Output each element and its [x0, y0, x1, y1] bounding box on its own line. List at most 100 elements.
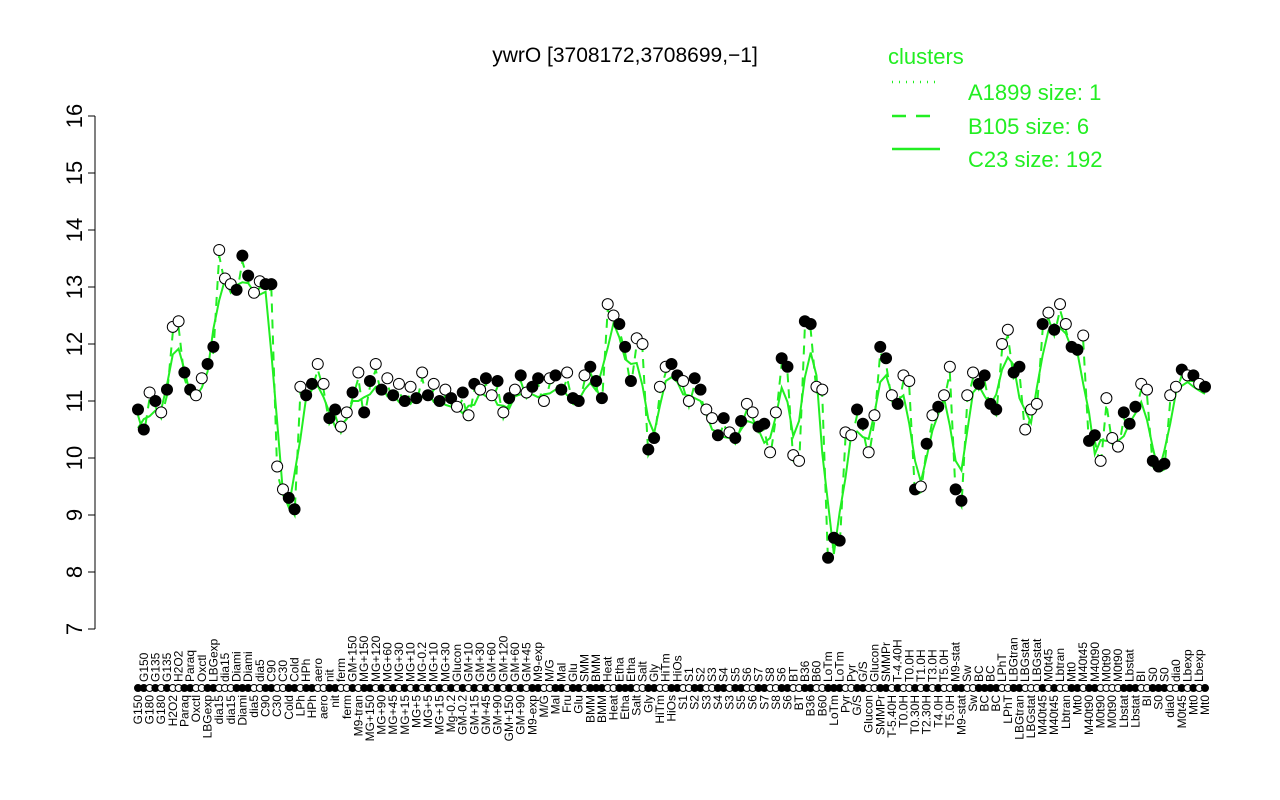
data-point — [265, 278, 278, 291]
data-point — [978, 369, 991, 382]
data-point — [201, 357, 214, 370]
x-tick-label: G180 — [143, 695, 157, 725]
x-tick-label: GM-0.2 — [456, 695, 470, 735]
data-point — [1054, 298, 1067, 311]
x-tick-label: S3 — [705, 667, 719, 682]
x-tick-label: MG+15 — [433, 695, 447, 735]
data-point — [288, 503, 301, 516]
x-tick-label: M9-stat — [954, 694, 968, 735]
x-tick-label: nit — [322, 669, 336, 682]
x-tick-label: M0t45 — [1175, 695, 1189, 729]
x-tick-label: Paraq — [177, 695, 191, 727]
data-point — [195, 372, 208, 385]
legend-title: clusters — [888, 44, 964, 69]
data-point — [717, 412, 730, 425]
x-tick-label: LBGtran — [1012, 695, 1026, 740]
x-tick-label: G150 — [137, 652, 151, 682]
x-tick-label: S3 — [722, 695, 736, 710]
x-tick-label: BMM — [595, 695, 609, 723]
x-tick-label: GM+90 — [491, 695, 505, 735]
x-tick-label: LPhT — [1001, 694, 1015, 723]
x-tick-label: S8 — [769, 695, 783, 710]
data-point — [990, 403, 1003, 416]
data-point — [1117, 406, 1130, 419]
data-point — [207, 340, 220, 353]
data-point — [868, 409, 881, 422]
data-point — [450, 400, 463, 413]
y-tick-label: 7 — [62, 623, 87, 635]
x-tick-label: MG+10 — [404, 642, 418, 682]
x-tick-label: HPh — [305, 695, 319, 718]
x-tick-label: HiTm — [653, 695, 667, 724]
data-point — [961, 389, 974, 402]
data-point — [421, 389, 434, 402]
data-point — [1030, 397, 1043, 410]
x-tick-label: S0 — [1146, 667, 1160, 682]
data-point — [334, 420, 347, 433]
data-point — [816, 383, 829, 396]
data-point — [537, 395, 550, 407]
x-tick-label: MG+5 — [409, 695, 423, 728]
data-point — [677, 375, 690, 388]
data-point — [1100, 392, 1113, 405]
x-tick-label: B60 — [815, 695, 829, 717]
x-tick-label: S4 — [711, 695, 725, 710]
y-tick-label: 16 — [62, 104, 87, 128]
x-tick-label: Salt — [636, 661, 650, 682]
x-tick-label: HiOs — [665, 695, 679, 722]
data-point — [323, 412, 336, 425]
data-point — [439, 383, 452, 396]
data-point — [427, 377, 440, 390]
x-tick-label: S6 — [780, 695, 794, 710]
data-point — [729, 432, 742, 445]
x-tick-label: MG+60 — [380, 642, 394, 682]
x-tick-label: MG+30 — [438, 642, 452, 682]
x-tick-label: Salt — [630, 694, 644, 715]
data-point — [706, 412, 719, 425]
x-tick-label: S2 — [693, 667, 707, 682]
data-point — [769, 406, 782, 419]
x-tick-label: Etha — [624, 657, 638, 682]
data-point — [642, 443, 655, 456]
x-tick-label: M0t90 — [1111, 648, 1125, 682]
data-point — [735, 414, 748, 427]
data-point — [172, 315, 185, 328]
data-point — [804, 318, 817, 331]
x-tick-label: BMM — [589, 654, 603, 682]
x-tick-label: S0 — [1157, 667, 1171, 682]
data-point — [822, 551, 835, 564]
x-tick-label: S4 — [717, 667, 731, 682]
x-tick-label: M40t45 — [1047, 695, 1061, 735]
data-point — [578, 369, 591, 382]
x-tick-label: Heat — [607, 694, 621, 720]
data-point — [416, 366, 429, 379]
data-point — [340, 406, 353, 419]
data-point — [479, 372, 492, 385]
data-point — [236, 249, 249, 262]
x-tick-label: S1 — [682, 667, 696, 682]
x-tick-label: MG+10 — [427, 642, 441, 682]
x-tick-label: T-5.40H — [885, 695, 899, 738]
x-tick-label: LoTm — [827, 695, 841, 726]
data-point — [1077, 329, 1090, 342]
x-tick-label: SMMPr — [879, 642, 893, 682]
data-point — [682, 395, 695, 407]
x-tick-label: B36 — [804, 695, 818, 717]
x-tick-label: dia0 — [1169, 659, 1183, 682]
data-point — [561, 366, 574, 379]
x-tick-label: M9-exp — [531, 642, 545, 682]
x-tick-label: dia15 — [218, 652, 232, 682]
x-tick-label: Mg-0.2 — [444, 695, 458, 733]
x-tick-label: aero — [311, 658, 325, 682]
data-point — [1141, 383, 1154, 396]
data-point — [485, 389, 498, 402]
data-point — [398, 395, 411, 407]
data-point — [404, 380, 417, 393]
x-tick-label: S6 — [746, 695, 760, 710]
data-point — [711, 429, 724, 442]
x-tick-label: Diami — [230, 651, 244, 682]
x-tick-label: H2O2 — [172, 650, 186, 682]
data-point — [1059, 318, 1072, 331]
x-tick-label: BT — [792, 694, 806, 710]
x-tick-label: Lbstat — [1117, 694, 1131, 727]
